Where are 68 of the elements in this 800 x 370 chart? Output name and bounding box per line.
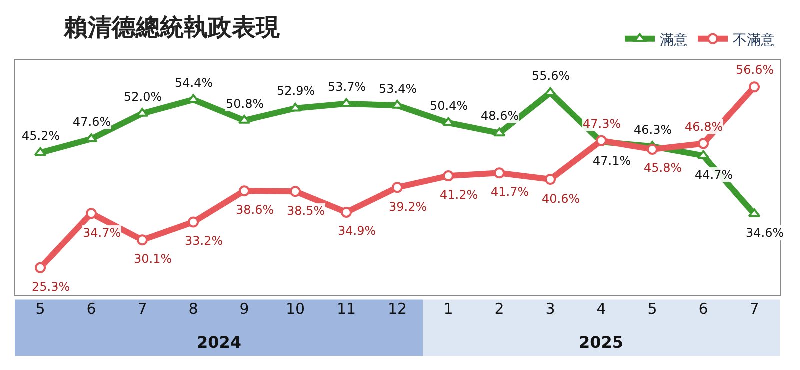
data-label: 47.1%: [593, 154, 632, 168]
x-tick-label: 7: [750, 300, 760, 318]
chart-title: 賴清德總統執政表現: [63, 13, 281, 42]
point: [137, 234, 148, 246]
data-label: 52.9%: [277, 84, 316, 98]
point: [86, 208, 97, 220]
point: [697, 150, 710, 160]
data-label: 50.4%: [430, 99, 468, 113]
point: [35, 262, 46, 274]
point: [188, 216, 199, 228]
point: [340, 98, 353, 108]
x-tick-label: 2: [494, 300, 504, 318]
x-tick-label: 4: [596, 300, 606, 318]
x-tick-label: 5: [648, 300, 658, 318]
data-label: 45.2%: [22, 129, 60, 143]
point: [34, 147, 47, 156]
data-label: 50.8%: [226, 97, 264, 111]
data-label: 56.6%: [736, 63, 774, 77]
point: [647, 144, 658, 155]
text: 2024: [197, 333, 242, 352]
data-label: 34.6%: [746, 226, 784, 240]
x-tick-label: 8: [188, 300, 198, 318]
data-label: 48.6%: [481, 109, 520, 123]
data-label: 38.6%: [236, 203, 274, 217]
data-label: 25.3%: [32, 280, 70, 294]
data-label: 41.7%: [491, 185, 530, 199]
x-tick-label: 12: [388, 300, 408, 318]
data-label: 44.7%: [695, 168, 734, 182]
data-label: 38.5%: [287, 204, 326, 218]
data-label: 41.2%: [440, 188, 478, 202]
data-label: 45.8%: [644, 161, 682, 175]
x-tick-label: 11: [336, 300, 356, 318]
x-tick-label: 6: [86, 300, 96, 318]
data-label: 46.3%: [634, 123, 672, 137]
x-tick-label: 6: [698, 300, 708, 318]
x-tick-label: 10: [286, 300, 306, 318]
data-label: 34.9%: [338, 224, 376, 238]
point: [545, 174, 556, 186]
data-label: 46.8%: [685, 120, 724, 134]
data-label: 34.7%: [83, 226, 122, 240]
point: [698, 138, 709, 150]
point: [494, 168, 505, 179]
data-label: 47.6%: [73, 115, 112, 129]
text: 2025: [579, 333, 624, 352]
x-tick-label: 9: [240, 300, 250, 318]
point: [749, 82, 760, 93]
point: [443, 170, 454, 182]
point: [392, 182, 403, 194]
legend-label: 滿意: [660, 32, 688, 48]
x-tick-label: 1: [444, 300, 454, 318]
x-tick-label: 3: [546, 300, 556, 318]
point: [493, 128, 506, 137]
data-label: 30.1%: [134, 252, 172, 266]
data-label: 39.2%: [389, 200, 428, 214]
data-label: 53.4%: [379, 82, 418, 96]
data-label: 55.6%: [532, 69, 570, 83]
x-tick-label: 5: [36, 300, 46, 318]
x-tick-label: 7: [138, 300, 148, 318]
data-label: 47.3%: [583, 117, 622, 131]
legend-label: 不滿意: [733, 32, 775, 48]
point: [341, 206, 352, 218]
point: [239, 186, 250, 197]
data-label: 33.2%: [185, 234, 224, 248]
data-label: 52.0%: [124, 90, 162, 104]
point: [290, 186, 301, 198]
data-label: 54.4%: [175, 76, 214, 90]
data-label: 40.6%: [542, 192, 580, 206]
data-label: 53.7%: [328, 80, 366, 94]
